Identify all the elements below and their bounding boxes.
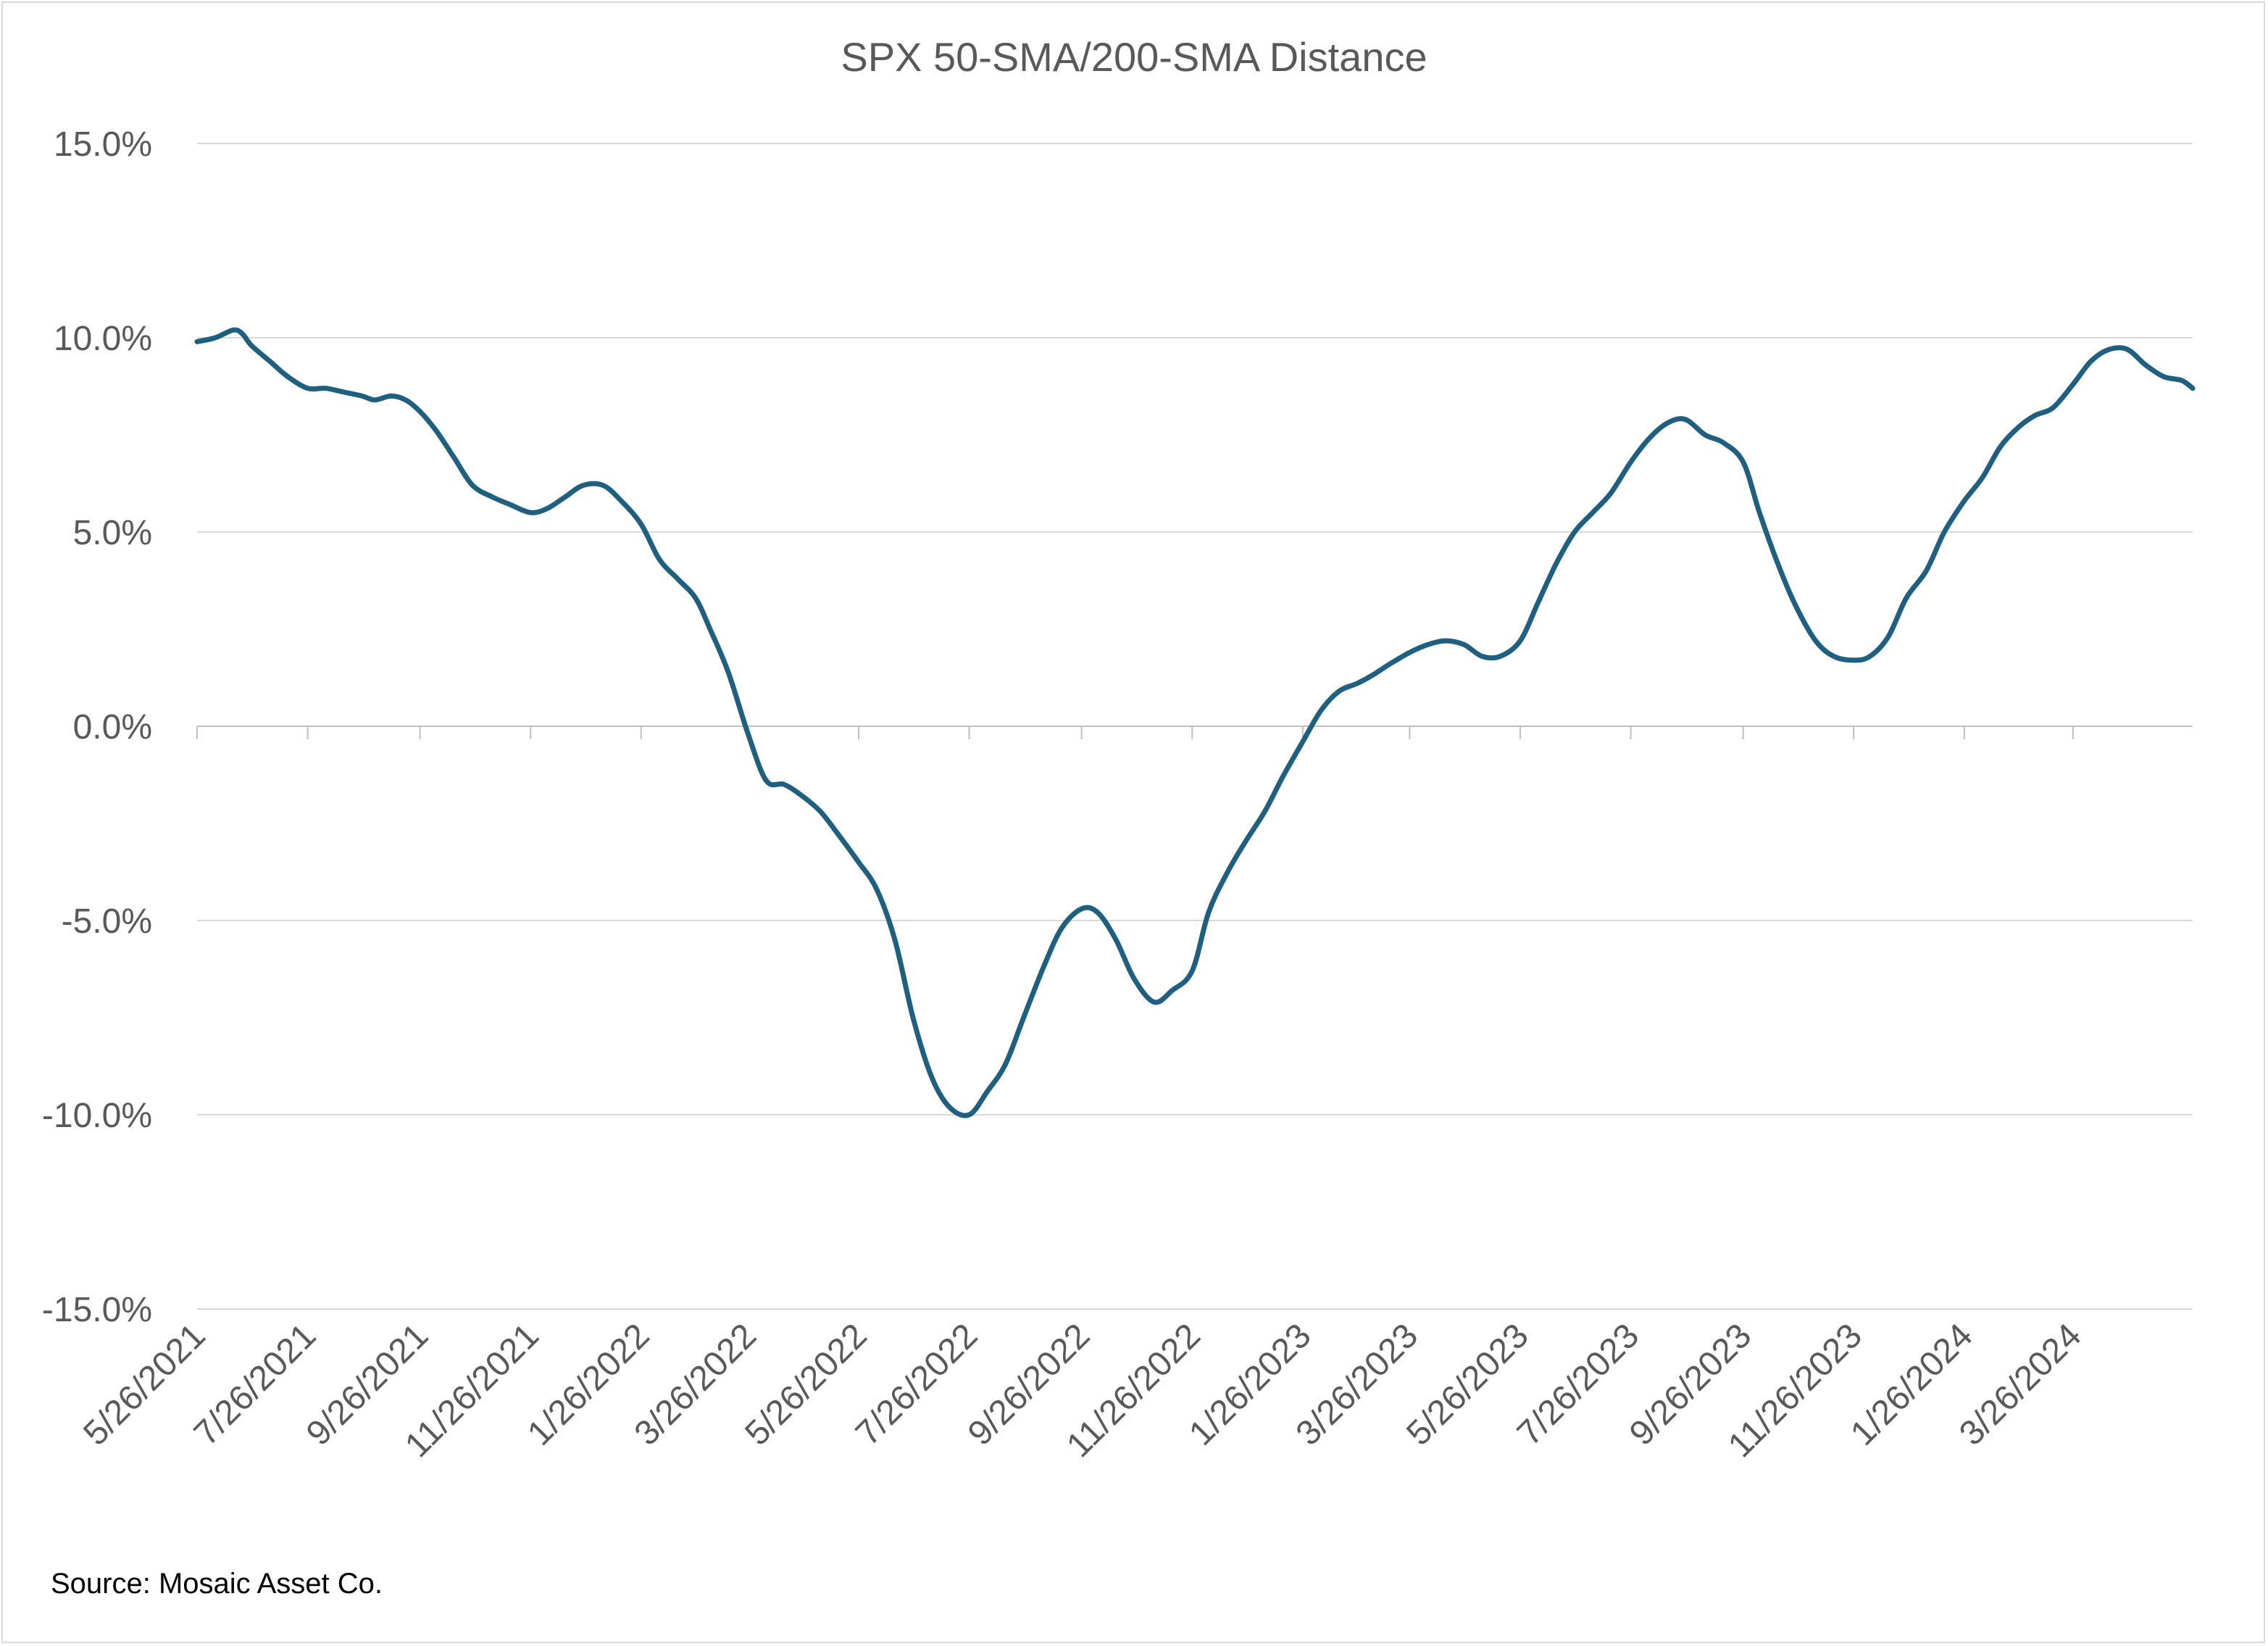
y-tick-label: 10.0% [54, 320, 152, 358]
y-tick-label: -5.0% [62, 902, 152, 941]
gridlines [197, 143, 2193, 1310]
y-tick-label: 15.0% [54, 125, 152, 164]
x-tick-label: 5/26/2023 [1399, 1316, 1535, 1452]
x-axis-tick-marks [196, 726, 2074, 739]
x-tick-label: 5/26/2022 [738, 1316, 874, 1452]
y-tick-label: -10.0% [42, 1097, 152, 1135]
series-layer [194, 327, 2196, 1118]
y-tick-label: 0.0% [73, 708, 152, 747]
x-tick-label: 5/26/2021 [76, 1316, 212, 1452]
y-axis-tick-labels: 15.0% 10.0% 5.0% 0.0% -5.0% -10.0% -15.0% [42, 125, 152, 1329]
series-line [194, 327, 2196, 1118]
x-tick-label: 7/26/2021 [187, 1316, 323, 1452]
x-axis-tick-labels: 5/26/20217/26/20219/26/202111/26/20211/2… [76, 1316, 2088, 1465]
x-tick-label: 7/26/2023 [1510, 1316, 1646, 1452]
source-note: Source: Mosaic Asset Co. [51, 1568, 383, 1600]
y-tick-label: 5.0% [73, 514, 152, 552]
chart-title: SPX 50-SMA/200-SMA Distance [841, 34, 1427, 80]
y-tick-label: -15.0% [42, 1291, 152, 1329]
x-tick-label: 7/26/2022 [849, 1316, 985, 1452]
